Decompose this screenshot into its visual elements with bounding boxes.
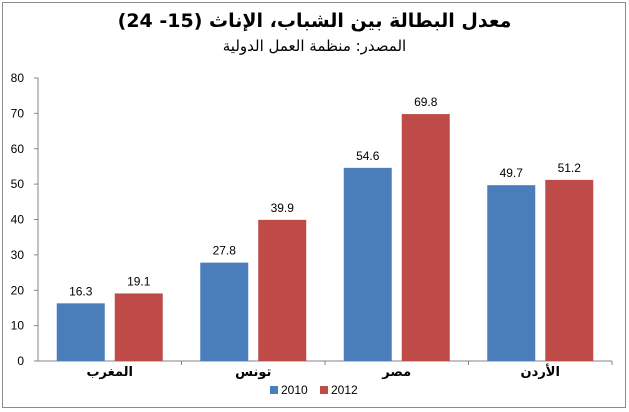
data-label: 19.1 — [127, 274, 151, 288]
bar-2012 — [258, 219, 307, 361]
category-label: تونس — [235, 365, 271, 380]
bar-2010 — [487, 185, 536, 361]
labels: 0 10 20 30 40 50 60 70 80 16.3 19.1 المغرب 27.8 39.9 ت… — [11, 71, 582, 380]
category-label: الأردن — [521, 363, 560, 380]
y-tick-label: 70 — [11, 106, 25, 120]
y-tick-label: 30 — [11, 248, 25, 262]
bar-2010 — [200, 262, 249, 361]
legend: 2010 2012 — [270, 383, 358, 397]
y-tick-label: 80 — [11, 71, 25, 85]
y-tick-label: 10 — [11, 319, 25, 333]
legend-label-2010: 2010 — [281, 383, 308, 397]
category-label: المغرب — [86, 365, 133, 380]
data-label: 39.9 — [271, 201, 295, 215]
data-label: 16.3 — [69, 284, 93, 298]
bars — [56, 114, 594, 362]
chart-subtitle: المصدر: منظمة العمل الدولية — [222, 37, 407, 55]
bar-2012 — [401, 114, 450, 362]
y-tick-label: 40 — [11, 213, 25, 227]
bar-2010 — [56, 303, 105, 361]
y-tick-label: 20 — [11, 283, 25, 297]
bar-2012 — [114, 293, 163, 361]
bar-2012 — [545, 179, 594, 361]
bar-2010 — [343, 167, 392, 361]
data-label: 27.8 — [213, 244, 237, 258]
legend-swatch-2010 — [270, 386, 278, 394]
y-tick-label: 0 — [17, 354, 24, 368]
y-tick-label: 60 — [11, 142, 25, 156]
y-tick-label: 50 — [11, 177, 25, 191]
data-label: 51.2 — [558, 161, 582, 175]
data-label: 49.7 — [500, 166, 524, 180]
data-label: 69.8 — [414, 95, 438, 109]
category-label: مصر — [381, 365, 411, 380]
legend-label-2012: 2012 — [331, 383, 358, 397]
chart-title: معدل البطالة بين الشباب، الإناث (15- 24) — [117, 10, 512, 32]
data-label: 54.6 — [356, 149, 380, 163]
legend-swatch-2012 — [320, 386, 328, 394]
